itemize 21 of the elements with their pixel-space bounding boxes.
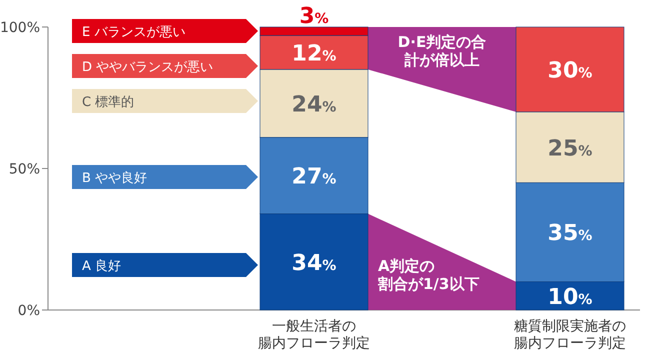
data-label: 30%: [548, 58, 592, 84]
data-label: 10%: [548, 284, 592, 310]
text: D ややバランスが悪い: [82, 60, 214, 75]
text: B やや良好: [82, 171, 148, 186]
y-tick-label: 50%: [8, 162, 40, 178]
data-label: 12%: [292, 41, 336, 66]
data-label: 24%: [292, 92, 336, 118]
annotation: A判定の割合が1/3以下: [377, 257, 480, 293]
y-tick-label: 100%: [0, 20, 40, 36]
text: A 良好: [82, 259, 122, 274]
x-tick-label: 糖質制限実施者の腸内フローラ判定: [514, 318, 626, 352]
data-label: 25%: [548, 136, 592, 162]
x-tick-label: 一般生活者の腸内フローラ判定: [258, 318, 370, 352]
text: C 標準的: [82, 95, 134, 110]
data-label: 3%: [299, 4, 329, 29]
annotation: D·E判定の合計が倍以上: [398, 33, 486, 69]
data-label: 34%: [292, 250, 336, 276]
data-label: 27%: [292, 164, 336, 190]
y-tick-label: 0%: [18, 303, 40, 319]
text: E バランスが悪い: [82, 25, 186, 40]
data-label: 35%: [548, 221, 592, 246]
